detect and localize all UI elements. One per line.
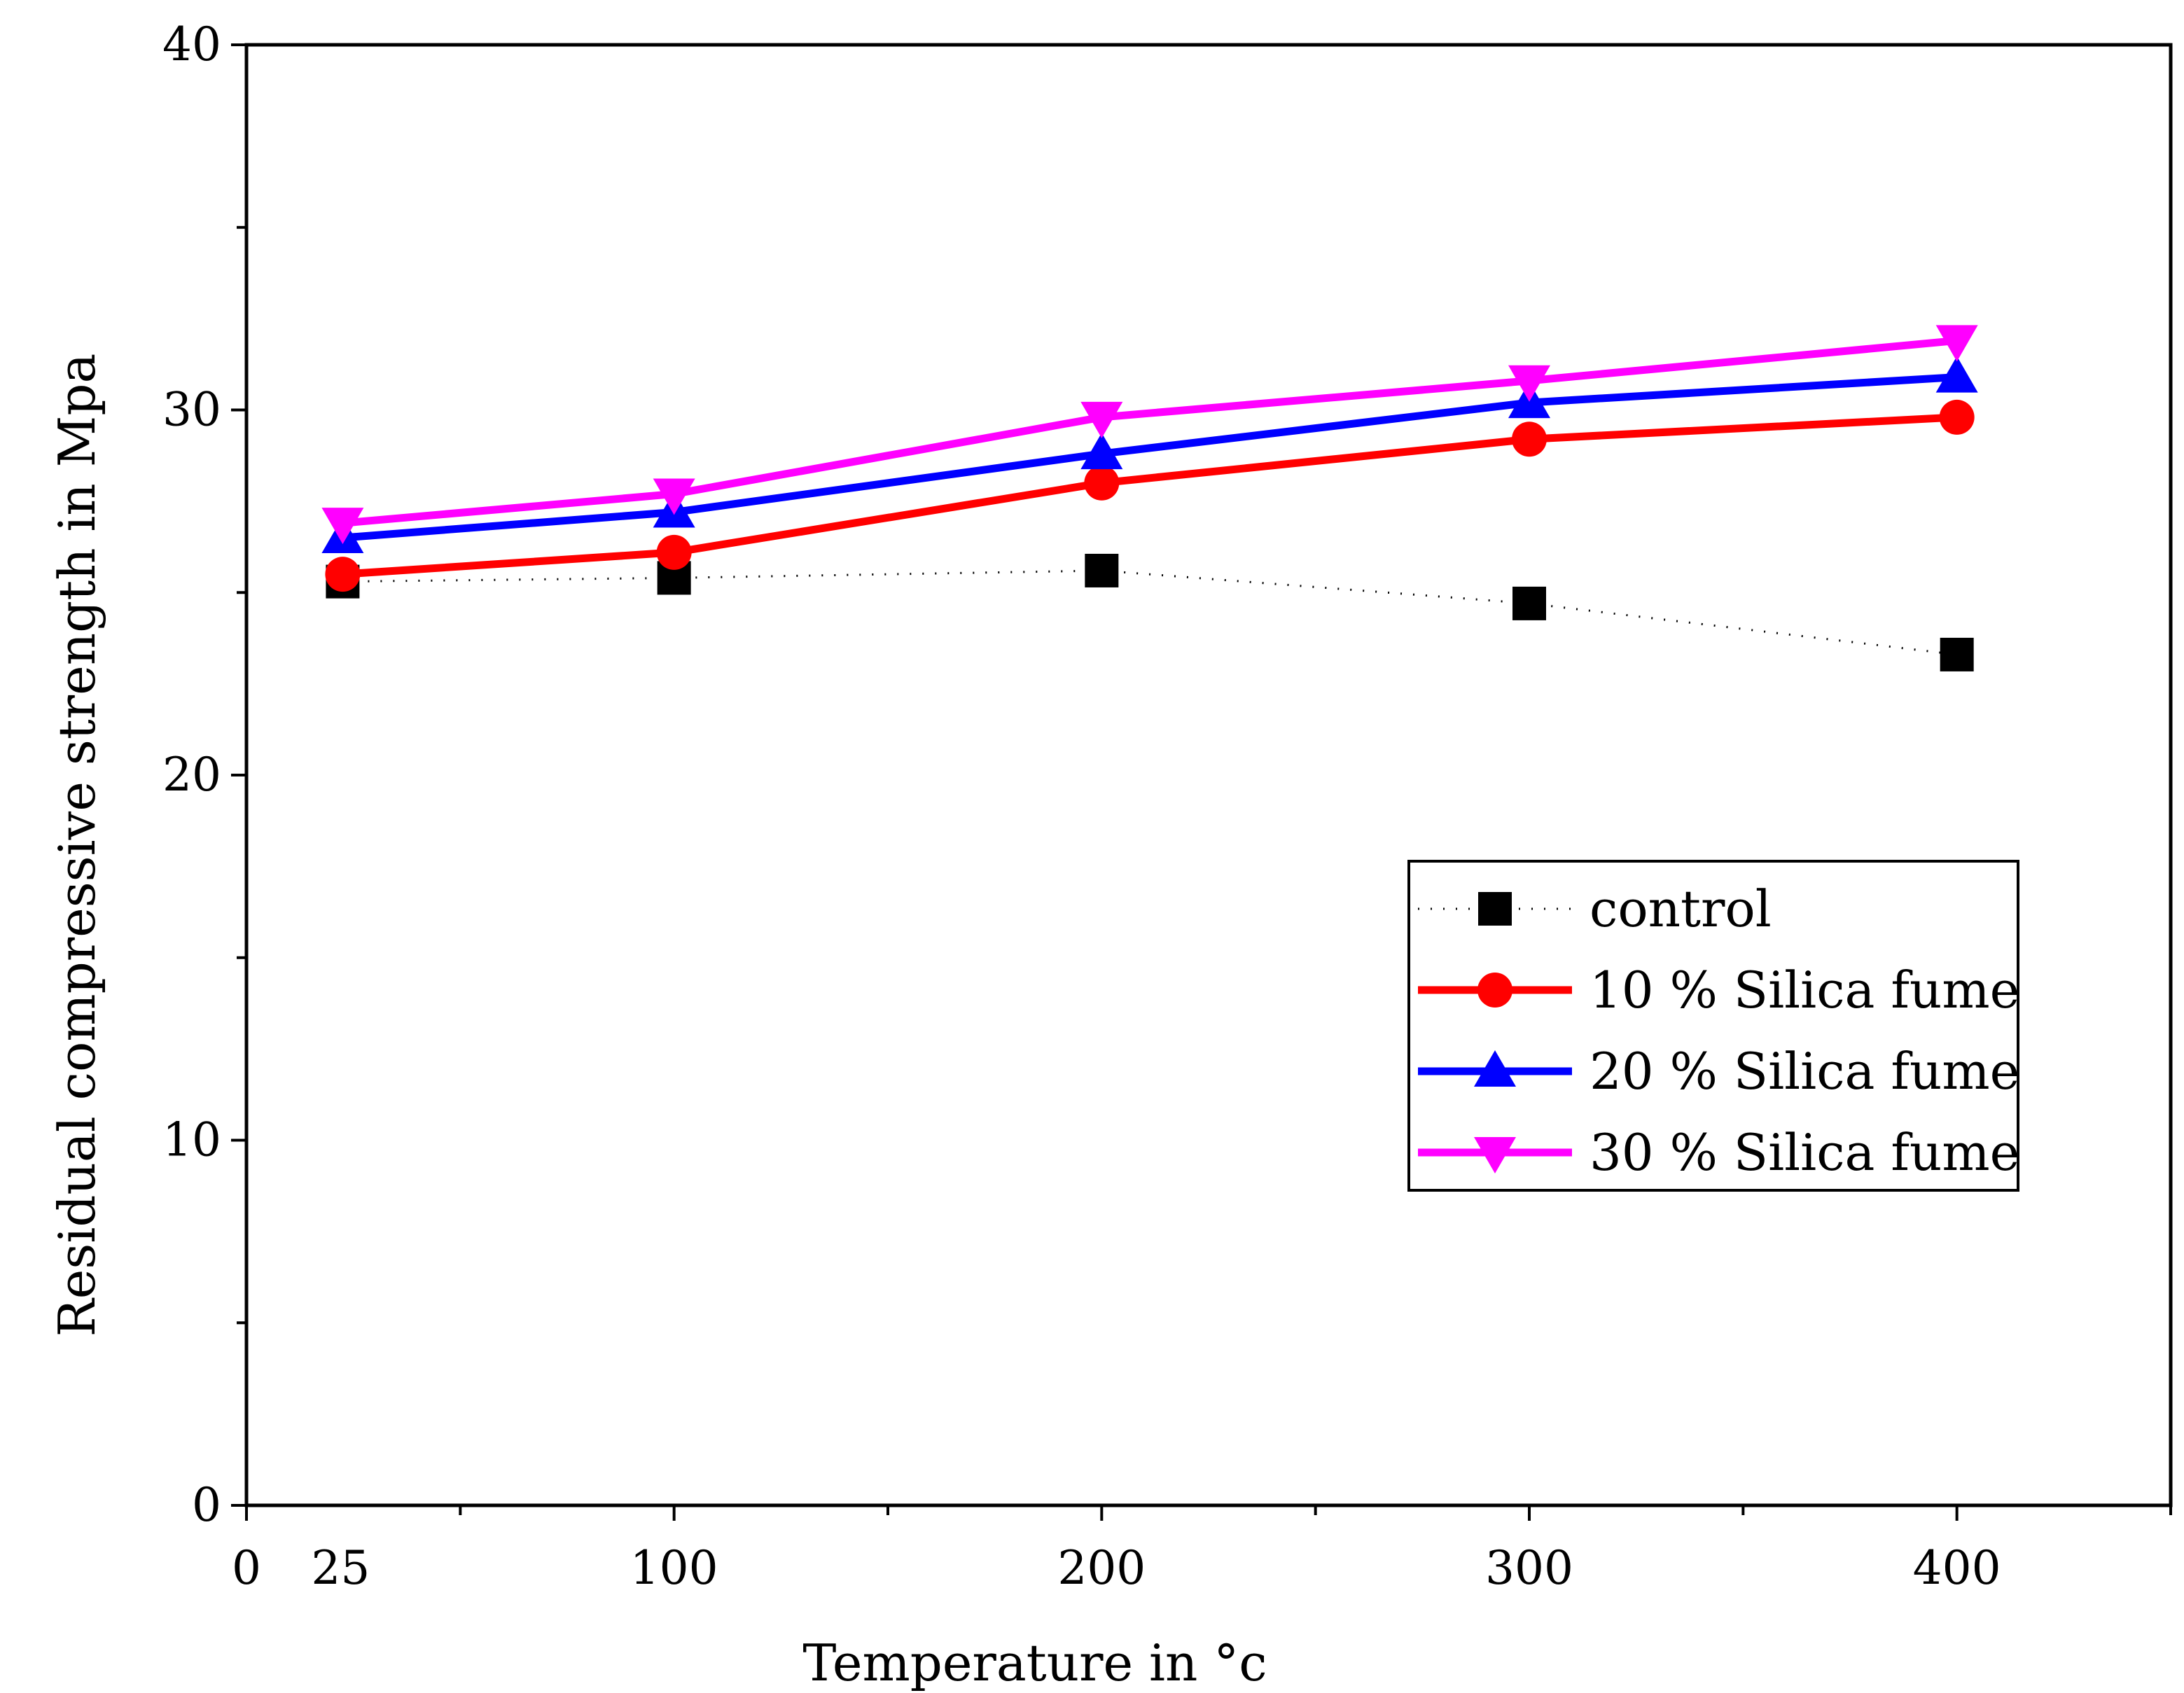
x-tick-label: 25 xyxy=(311,1541,370,1595)
data-point xyxy=(325,557,361,592)
data-point xyxy=(1508,365,1550,402)
series-line xyxy=(342,569,1957,656)
data-point xyxy=(1080,433,1123,470)
x-tick-label: 0 xyxy=(232,1541,261,1595)
data-point xyxy=(321,508,364,545)
series-line xyxy=(342,413,1957,578)
x-tick-label: 100 xyxy=(630,1541,718,1595)
data-point xyxy=(1940,637,1974,671)
series-3 xyxy=(321,356,1978,554)
data-point xyxy=(656,534,692,570)
legend-item: 30 % Silica fume xyxy=(1418,1123,2019,1182)
plot-frame xyxy=(244,43,2173,1507)
data-point xyxy=(1939,399,1975,435)
legend-items: control 10 % Silica fume 20 % Silica fume 3… xyxy=(1418,879,2019,1182)
y-tick-label: 40 xyxy=(162,18,221,71)
legend-item: control xyxy=(1418,879,1772,938)
y-tick-label: 30 xyxy=(162,383,221,437)
legend: control 10 % Silica fume 20 % Silica fume 3… xyxy=(1407,860,2019,1192)
axis-ticks: 0 25 100 200 300 400 0 10 20 30 40 xyxy=(162,18,2172,1595)
y-tick-label: 0 xyxy=(192,1478,221,1532)
legend-item: 10 % Silica fume xyxy=(1418,961,2019,1019)
x-tick-label: 200 xyxy=(1057,1541,1146,1595)
legend-marker xyxy=(1478,892,1512,926)
series-layer xyxy=(321,325,1978,671)
data-point xyxy=(1512,421,1547,457)
data-point xyxy=(1512,586,1546,620)
series-1 xyxy=(326,553,1974,671)
legend-marker xyxy=(1474,1137,1516,1173)
legend-marker xyxy=(1474,1050,1516,1087)
data-point xyxy=(1084,465,1120,501)
legend-marker xyxy=(1477,973,1512,1008)
data-point xyxy=(1935,325,1978,362)
x-axis-title: Temperature in °c xyxy=(802,1633,1267,1692)
legend-label: 10 % Silica fume xyxy=(1590,961,2019,1019)
data-point xyxy=(653,478,695,515)
y-tick-label: 10 xyxy=(162,1113,221,1167)
series-2 xyxy=(325,399,1975,592)
series-4 xyxy=(321,325,1978,545)
legend-item: 20 % Silica fume xyxy=(1418,1042,2019,1101)
y-axis-title: Residual compressive strength in Mpa xyxy=(48,354,106,1337)
data-point xyxy=(1080,401,1123,438)
legend-label: control xyxy=(1590,879,1772,938)
data-point xyxy=(1935,356,1978,393)
data-point xyxy=(1085,553,1119,587)
legend-label: 30 % Silica fume xyxy=(1590,1123,2019,1182)
series-line xyxy=(342,373,1957,542)
legend-label: 20 % Silica fume xyxy=(1590,1042,2019,1101)
y-tick-label: 20 xyxy=(162,748,221,802)
x-tick-label: 300 xyxy=(1485,1541,1573,1595)
x-tick-label: 400 xyxy=(1913,1541,2001,1595)
